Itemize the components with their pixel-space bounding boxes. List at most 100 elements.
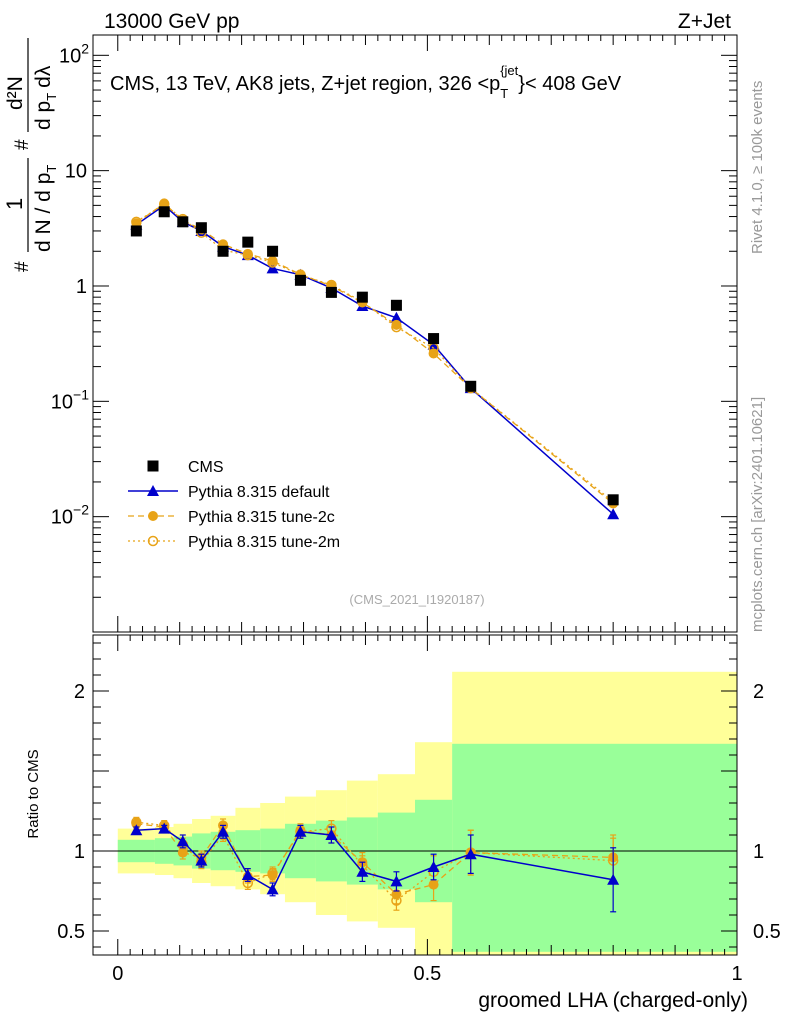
y-tick-base: 10: [51, 507, 73, 529]
ratio-uncertainty-bands: [93, 671, 737, 955]
y-axis-label: # 1 d N / d pT # d²N d pTdλ: [2, 38, 59, 272]
svg-text:#: #: [12, 261, 33, 272]
ratio-point-0-6: [266, 883, 279, 895]
point-0-10: [390, 299, 402, 311]
point-0-3: [195, 222, 207, 234]
point-0-0: [130, 225, 142, 237]
legend-label-2: Pythia 8.315 tune-2c: [188, 509, 335, 526]
plot-title-sup: {jet: [500, 63, 518, 78]
y-tick-label-3: 10: [65, 161, 87, 183]
legend-marker-3: [147, 535, 159, 547]
point-1-10: [390, 311, 403, 323]
ratio-point-0-7: [294, 825, 307, 837]
ratio-point-0-0: [130, 824, 143, 836]
ratio-y-tick-label-right-1: 1: [753, 841, 764, 863]
ratio-point-0-2: [176, 835, 189, 847]
ratio-point-0-1: [158, 822, 171, 834]
y-tick-base: 10: [59, 45, 81, 67]
x-tick-label-2: 1: [731, 963, 742, 985]
point-0-8: [325, 286, 337, 298]
x-axis-label: groomed LHA (charged-only): [478, 989, 748, 1012]
ylabel-dpt: d p: [32, 101, 55, 130]
ratio-y-tick-label-right-0: 0.5: [753, 921, 781, 943]
x-tick-label-1: 0.5: [413, 963, 441, 985]
point-0-12: [465, 380, 477, 392]
ylabel-hash2: #: [12, 139, 33, 150]
y-tick-base: 10: [65, 161, 87, 183]
header-right: Z+Jet: [678, 10, 731, 33]
ratio-y-tick-label-left-0: 0.5: [57, 921, 85, 943]
plot-title: CMS, 13 TeV, AK8 jets, Z+jet region, 326…: [110, 63, 622, 101]
point-2-10: [391, 319, 402, 330]
ratio-point-0-4: [217, 825, 230, 837]
point-0-13: [607, 494, 619, 506]
ylabel-dl: dλ: [32, 65, 55, 88]
analysis-watermark: (CMS_2021_I1920187): [349, 592, 484, 607]
mcplots-label: mcplots.cern.ch [arXiv:2401.10621]: [749, 397, 766, 632]
ylabel-d2n: d²N: [4, 76, 27, 110]
y-tick-exponent: −1: [73, 386, 89, 402]
ratio-point-0-3: [195, 854, 208, 866]
y-tick-label-4: 102: [59, 40, 89, 67]
ratio-point-0-9: [356, 865, 369, 877]
y-tick-label-2: 1: [76, 276, 87, 298]
legend-label-3: Pythia 8.315 tune-2m: [188, 534, 340, 551]
ylabel-dn-sub: T: [44, 165, 59, 173]
ratio-point-1-2: [177, 847, 188, 858]
ylabel-hash1: #: [12, 261, 33, 272]
plot-title-tail: }< 408 GeV: [518, 73, 622, 95]
point-0-11: [428, 333, 440, 345]
ylabel-dpt-sub: T: [44, 93, 59, 101]
point-1-6: [266, 262, 279, 274]
legend-marker-1: [147, 485, 159, 496]
point-3-10: [391, 321, 402, 333]
point-0-5: [242, 236, 254, 248]
point-3-5: [242, 249, 254, 261]
legend-marker-0: [147, 460, 159, 472]
point-0-9: [356, 291, 368, 303]
ratio-marks: [130, 816, 620, 913]
y-tick-exponent: −2: [73, 502, 89, 518]
x-tick-label-0: 0: [112, 963, 123, 985]
ratio-y-tick-label-left-1: 1: [74, 841, 85, 863]
ratio-y-tick-label-left-2: 2: [74, 681, 85, 703]
point-3-6: [267, 257, 278, 268]
point-0-4: [217, 245, 229, 257]
header-left: 13000 GeV pp: [104, 10, 239, 33]
ratio-point-0-12: [464, 848, 477, 860]
ylabel-dn: d N / d p: [32, 173, 55, 252]
ratio-point-0-5: [241, 869, 254, 880]
y-tick-label-1: 10−1: [51, 386, 89, 413]
band-inner-12: [452, 743, 737, 952]
y-tick-exponent: 2: [81, 40, 89, 56]
point-0-6: [267, 245, 279, 257]
point-0-2: [177, 216, 189, 228]
y-tick-base: 10: [51, 391, 73, 413]
distribution-marks: [130, 198, 620, 520]
ratio-point-2-10: [391, 895, 402, 906]
legend-label-1: Pythia 8.315 default: [188, 484, 330, 501]
y-tick-base: 1: [76, 276, 87, 298]
ratio-line-2: [136, 821, 614, 902]
ratio-point-0-10: [390, 875, 403, 887]
ratio-point-0-11: [427, 861, 440, 872]
svg-text:d N / d pT: d N / d pT: [32, 165, 59, 252]
svg-text:CMS, 13 TeV, AK8 jets, Z+jet r: CMS, 13 TeV, AK8 jets, Z+jet region, 326…: [110, 63, 622, 101]
ratio-y-axis-label: Ratio to CMS: [25, 749, 42, 838]
legend-label-0: CMS: [188, 459, 224, 476]
plot-title-sub: T: [500, 86, 508, 101]
plot-title-main: CMS, 13 TeV, AK8 jets, Z+jet region, 326…: [110, 73, 500, 95]
legend: CMS Pythia 8.315 default Pythia 8.315 tune…: [128, 459, 340, 551]
point-0-7: [294, 274, 306, 286]
y-tick-label-0: 10−2: [51, 502, 89, 529]
svg-text:d pTdλ: d pTdλ: [32, 65, 59, 130]
ratio-y-tick-label-right-2: 2: [753, 681, 764, 703]
legend-marker-2: [148, 511, 158, 521]
ylabel-one: 1: [2, 198, 27, 210]
rivet-label: Rivet 4.1.0, ≥ 100k events: [749, 81, 766, 254]
ratio-point-2-6: [267, 868, 278, 879]
ratio-point-0-13: [607, 873, 620, 885]
point-0-1: [158, 206, 170, 218]
